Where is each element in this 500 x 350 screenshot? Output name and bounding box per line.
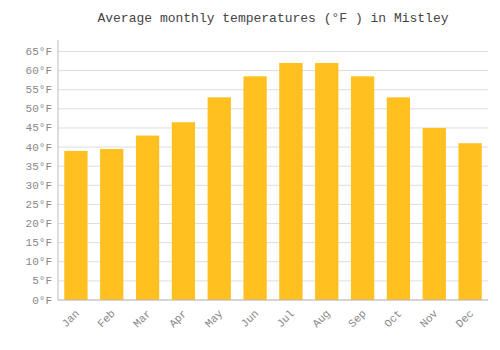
grid-line <box>58 89 488 90</box>
x-tick-label: Jun <box>239 308 261 330</box>
y-tick-label: 60°F <box>26 65 52 77</box>
x-tick-label: Apr <box>167 308 189 330</box>
x-tick-labels: Jan Feb Mar Apr May Jun Jul Aug Sep Oct Nov Dec <box>60 307 477 330</box>
grid-line <box>58 108 488 109</box>
grid <box>58 51 488 300</box>
y-tick-label: 35°F <box>26 161 52 173</box>
x-tick-label: Aug <box>310 308 332 330</box>
bar <box>243 76 266 300</box>
bar <box>172 122 195 300</box>
y-tick-label: 10°F <box>26 256 52 268</box>
bar <box>279 63 302 300</box>
grid-line <box>58 70 488 71</box>
x-tick-label: Nov <box>418 307 441 330</box>
y-tick-label: 40°F <box>26 142 52 154</box>
y-tick-label: 25°F <box>26 199 52 211</box>
x-tick-label: May <box>203 307 226 330</box>
x-tick-label: Jan <box>60 308 82 330</box>
x-axis-line <box>58 300 488 301</box>
bar <box>315 63 338 300</box>
y-tick-label: 20°F <box>26 218 52 230</box>
title: Average monthly temperatures (°F ) in Mi… <box>97 11 448 26</box>
bars <box>64 63 481 300</box>
x-tick-label: Mar <box>131 308 153 330</box>
chart: 0°F 5°F 10°F 15°F 20°F 25°F 30°F 35°F 40°F 45°F 50… <box>0 0 500 350</box>
bar <box>136 136 159 300</box>
bar <box>208 97 231 300</box>
bar <box>423 128 446 300</box>
bar <box>458 143 481 300</box>
y-tick-label: 50°F <box>26 103 52 115</box>
y-tick-label: 15°F <box>26 237 52 249</box>
y-tick-labels: 0°F 5°F 10°F 15°F 20°F 25°F 30°F 35°F 40°F 45°F 50… <box>26 46 52 307</box>
y-tick-label: 5°F <box>32 275 52 287</box>
grid-line <box>58 51 488 52</box>
y-tick-label: 30°F <box>26 180 52 192</box>
bar <box>64 151 87 300</box>
x-tick-label: Sep <box>346 308 368 330</box>
y-tick-label: 0°F <box>32 295 52 307</box>
y-axis-line <box>58 40 59 300</box>
y-tick-label: 65°F <box>26 46 52 58</box>
x-tick-label: Jul <box>275 308 297 330</box>
x-tick-label: Feb <box>95 308 117 330</box>
x-tick-label: Dec <box>454 308 476 330</box>
grid-line <box>58 300 488 301</box>
bar <box>387 97 410 300</box>
y-tick-label: 45°F <box>26 122 52 134</box>
x-tick-label: Oct <box>382 308 404 330</box>
y-tick-label: 55°F <box>26 84 52 96</box>
bar <box>351 76 374 300</box>
bar <box>100 149 123 300</box>
